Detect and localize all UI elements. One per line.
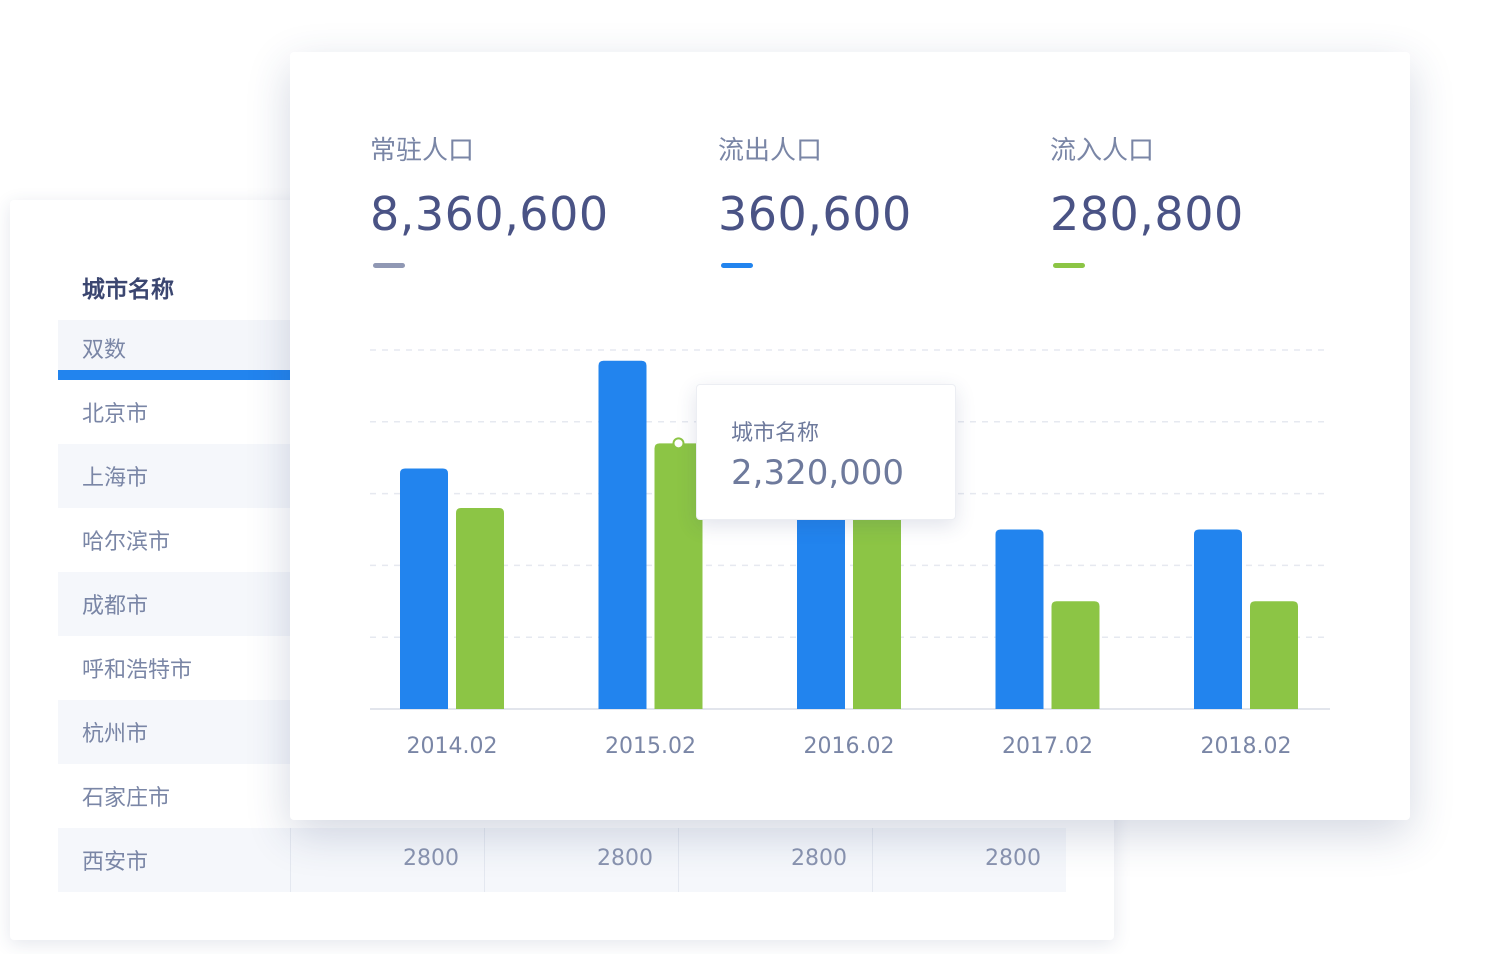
- tooltip-label: 城市名称: [731, 421, 820, 446]
- bar-series-2-2014.02[interactable]: [456, 507, 504, 709]
- stat-value: 8,360,600: [370, 187, 609, 241]
- x-tick-label: 2016.02: [804, 734, 895, 759]
- cell-value: 2800: [791, 846, 847, 871]
- city-name: 西安市: [82, 850, 149, 875]
- bar-series-2-2018.02[interactable]: [1250, 601, 1298, 709]
- bar-series-1-2014.02[interactable]: [400, 468, 448, 709]
- stat-color-mark: [373, 263, 405, 268]
- chart-card: 常驻人口 8,360,600 流出人口 360,600 流入人口 280,800…: [290, 52, 1410, 820]
- chart-bars: [400, 360, 1298, 710]
- stat-color-mark: [721, 263, 753, 268]
- bar-series-1-2015.02[interactable]: [598, 360, 647, 709]
- city-name: 哈尔滨市: [82, 530, 171, 555]
- bar-series-2-2016.02[interactable]: [853, 515, 901, 709]
- stat-label: 常驻人口: [370, 136, 475, 166]
- stat-inflow-population: 流入人口 280,800: [1050, 130, 1244, 268]
- x-tick-label: 2017.02: [1002, 734, 1093, 759]
- table-row-xian-values: 2800 2800 2800 2800: [290, 828, 1066, 892]
- table-cell: 2800: [872, 828, 1067, 892]
- column-header-city-name: 城市名称: [82, 277, 174, 303]
- table-row-selected[interactable]: 双数: [58, 320, 290, 380]
- table-row-hohhot[interactable]: 呼和浩特市: [58, 636, 290, 700]
- city-name: 北京市: [82, 402, 149, 427]
- stat-value: 280,800: [1050, 187, 1244, 241]
- stat-resident-population: 常驻人口 8,360,600: [370, 130, 609, 268]
- cell-value: 2800: [985, 846, 1041, 871]
- chart-tooltip: 城市名称 2,320,000: [696, 384, 956, 520]
- city-name: 呼和浩特市: [82, 658, 193, 683]
- cell-value: 2800: [597, 846, 653, 871]
- bar-series-1-2016.02[interactable]: [797, 515, 845, 709]
- table-row-xian[interactable]: 西安市: [58, 828, 290, 892]
- bar-series-1-2017.02[interactable]: [995, 529, 1044, 710]
- bar-series-1-2018.02[interactable]: [1194, 529, 1242, 710]
- table-row-chengdu[interactable]: 成都市: [58, 572, 290, 636]
- bar-series-2-2015.02[interactable]: [654, 443, 703, 709]
- city-name: 杭州市: [82, 722, 149, 747]
- table-row-hangzhou[interactable]: 杭州市: [58, 700, 290, 764]
- city-name: 石家庄市: [82, 786, 171, 811]
- stat-label: 流出人口: [718, 136, 823, 166]
- stat-label: 流入人口: [1050, 136, 1155, 166]
- bar-chart: 2014.02 2015.02 2016.02 2017.02 2018.02: [370, 349, 1330, 759]
- table-row-shijiazhuang[interactable]: 石家庄市: [58, 764, 290, 828]
- table-row-harbin[interactable]: 哈尔滨市: [58, 508, 290, 572]
- table-row-shanghai[interactable]: 上海市: [58, 444, 290, 508]
- city-name: 成都市: [82, 594, 149, 619]
- table-cell: 2800: [484, 828, 679, 892]
- hover-point-marker: [672, 437, 685, 450]
- x-tick-label: 2014.02: [407, 734, 498, 759]
- stat-color-mark: [1053, 263, 1085, 268]
- selected-row-indicator: [58, 370, 290, 380]
- table-cell: 2800: [290, 828, 485, 892]
- stat-value: 360,600: [718, 187, 912, 241]
- chart-x-tick-labels: 2014.02 2015.02 2016.02 2017.02 2018.02: [407, 734, 1292, 759]
- x-tick-label: 2018.02: [1201, 734, 1292, 759]
- stat-outflow-population: 流出人口 360,600: [718, 130, 912, 268]
- city-name: 上海市: [82, 466, 149, 491]
- tooltip-value: 2,320,000: [731, 453, 905, 493]
- selected-row-label: 双数: [82, 338, 127, 363]
- x-tick-label: 2015.02: [605, 734, 696, 759]
- table-row-beijing[interactable]: 北京市: [58, 380, 290, 444]
- cell-value: 2800: [403, 846, 459, 871]
- table-cell: 2800: [678, 828, 873, 892]
- bar-series-2-2017.02[interactable]: [1051, 601, 1100, 709]
